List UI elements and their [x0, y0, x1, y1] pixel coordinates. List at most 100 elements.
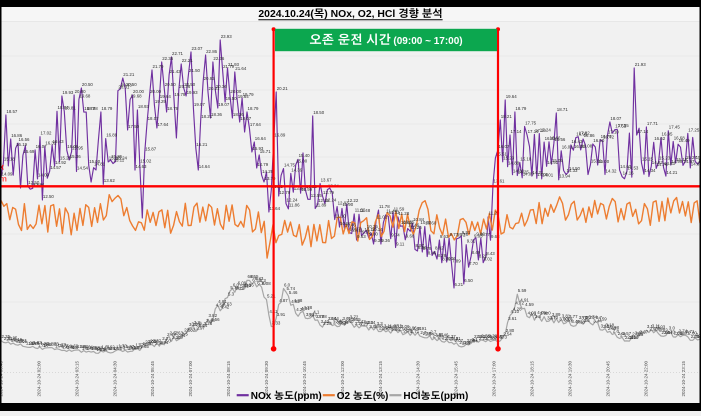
svg-text:12.24: 12.24 — [287, 197, 299, 202]
svg-text:3.56: 3.56 — [211, 317, 220, 322]
svg-text:20.50: 20.50 — [82, 82, 94, 87]
svg-text:2024-10-24 08:15: 2024-10-24 08:15 — [226, 360, 231, 396]
svg-text:20.50: 20.50 — [184, 82, 196, 87]
svg-text:14.50: 14.50 — [569, 166, 581, 171]
svg-text:18.79: 18.79 — [515, 106, 527, 111]
svg-text:18.81: 18.81 — [65, 105, 77, 110]
svg-text:20.36: 20.36 — [216, 84, 228, 89]
svg-text:5.96: 5.96 — [245, 283, 254, 288]
svg-text:18.79: 18.79 — [248, 106, 260, 111]
svg-text:21.79: 21.79 — [153, 64, 165, 69]
svg-text:17.55: 17.55 — [618, 123, 630, 128]
svg-text:21.64: 21.64 — [235, 66, 247, 71]
svg-text:16.56: 16.56 — [554, 137, 566, 142]
svg-text:17.64: 17.64 — [250, 122, 262, 127]
svg-text:4.38: 4.38 — [304, 305, 313, 310]
svg-text:17.24: 17.24 — [540, 127, 552, 132]
svg-text:23.93: 23.93 — [221, 34, 233, 39]
svg-text:19.07: 19.07 — [218, 102, 230, 107]
svg-text:9.36: 9.36 — [381, 238, 390, 243]
svg-text:18.50: 18.50 — [313, 110, 325, 115]
svg-text:12.79: 12.79 — [279, 190, 291, 195]
svg-text:15.36: 15.36 — [70, 154, 82, 159]
svg-text:8.02: 8.02 — [484, 257, 493, 262]
svg-text:20.50: 20.50 — [126, 82, 138, 87]
svg-text:15.02: 15.02 — [140, 159, 152, 164]
svg-text:19.68: 19.68 — [131, 93, 143, 98]
svg-text:4.88: 4.88 — [294, 298, 303, 303]
svg-text:4.59: 4.59 — [525, 302, 534, 307]
svg-text:18.21: 18.21 — [501, 114, 513, 119]
svg-text:17.45: 17.45 — [669, 125, 681, 130]
svg-text:16.21: 16.21 — [196, 142, 208, 147]
svg-text:10.14: 10.14 — [372, 227, 384, 232]
svg-text:14.53: 14.53 — [627, 165, 639, 170]
svg-text:19.68: 19.68 — [79, 93, 91, 98]
svg-text:15.40: 15.40 — [299, 153, 311, 158]
svg-text:23.07: 23.07 — [192, 46, 204, 51]
svg-text:2024-10-24 18:15: 2024-10-24 18:15 — [530, 360, 535, 396]
svg-text:8.82: 8.82 — [435, 245, 444, 250]
svg-text:18.36: 18.36 — [211, 112, 223, 117]
svg-text:20.00: 20.00 — [133, 89, 145, 94]
svg-text:22.21: 22.21 — [182, 58, 194, 63]
svg-text:17.75: 17.75 — [525, 120, 537, 125]
svg-text:15.05: 15.05 — [552, 158, 564, 163]
svg-text:2024-10-24 05:45: 2024-10-24 05:45 — [150, 360, 155, 396]
svg-text:16.62: 16.62 — [654, 136, 666, 141]
svg-text:(ppm): (ppm) — [441, 391, 469, 402]
svg-text:17.25: 17.25 — [688, 127, 700, 132]
svg-text:11.86: 11.86 — [289, 203, 300, 208]
svg-text:14.00: 14.00 — [38, 173, 50, 178]
svg-text:7.70: 7.70 — [469, 261, 478, 266]
svg-text:14.54: 14.54 — [77, 165, 89, 170]
svg-text:2024-10-24 03:15: 2024-10-24 03:15 — [74, 360, 79, 396]
svg-text:(ppm): (ppm) — [294, 391, 322, 402]
svg-text:4.87: 4.87 — [279, 298, 288, 303]
svg-text:19.50: 19.50 — [226, 96, 238, 101]
svg-text:21.21: 21.21 — [123, 72, 135, 77]
svg-text:11.10: 11.10 — [335, 213, 346, 218]
svg-text:19.79: 19.79 — [243, 92, 255, 97]
svg-text:3.61: 3.61 — [508, 316, 517, 321]
svg-text:14.34: 14.34 — [645, 168, 657, 173]
svg-text:16.64: 16.64 — [255, 136, 267, 141]
svg-text:17.71: 17.71 — [647, 121, 659, 126]
svg-text:14.29: 14.29 — [262, 169, 274, 174]
svg-text:14.21: 14.21 — [666, 170, 678, 175]
svg-text:15.69: 15.69 — [23, 149, 35, 154]
svg-text:17.14: 17.14 — [637, 129, 649, 134]
svg-text:14.57: 14.57 — [50, 165, 62, 170]
svg-text:(09:00 ~ 17:00): (09:00 ~ 17:00) — [393, 36, 462, 47]
svg-text:3.0: 3.0 — [669, 325, 676, 330]
svg-text:14.16: 14.16 — [623, 171, 635, 176]
svg-text:19.29: 19.29 — [155, 99, 167, 104]
svg-text:11.28: 11.28 — [399, 211, 410, 216]
svg-text:16.89: 16.89 — [106, 132, 118, 137]
svg-text:18.78: 18.78 — [87, 106, 99, 111]
svg-text:17.64: 17.64 — [157, 122, 169, 127]
svg-text:17.50: 17.50 — [128, 124, 140, 129]
svg-text:21.50: 21.50 — [189, 68, 201, 73]
svg-text:6.21: 6.21 — [455, 282, 464, 287]
svg-text:22.86: 22.86 — [206, 49, 218, 54]
svg-text:2024-10-24 04:30: 2024-10-24 04:30 — [112, 360, 117, 396]
svg-text:15.00: 15.00 — [296, 159, 308, 164]
svg-text:2024-10-24 22:00: 2024-10-24 22:00 — [643, 360, 648, 396]
svg-text:15.18: 15.18 — [4, 156, 16, 161]
svg-text:18.07: 18.07 — [240, 116, 252, 121]
svg-text:15.71: 15.71 — [260, 149, 272, 154]
svg-text:9.66: 9.66 — [406, 234, 415, 239]
svg-text:19.07: 19.07 — [194, 102, 206, 107]
svg-text:2.80: 2.80 — [506, 328, 515, 333]
svg-text:5.46: 5.46 — [289, 290, 298, 295]
svg-text:14.32: 14.32 — [606, 168, 618, 173]
svg-text:19.64: 19.64 — [506, 94, 518, 99]
svg-text:15.23: 15.23 — [659, 156, 671, 161]
svg-text:(%): (%) — [373, 391, 389, 402]
svg-text:16.89: 16.89 — [274, 132, 286, 137]
svg-text:13.94: 13.94 — [559, 174, 571, 179]
svg-text:2024-10-24 02:00: 2024-10-24 02:00 — [36, 360, 41, 396]
svg-text:16.07: 16.07 — [498, 144, 510, 149]
svg-text:9.91: 9.91 — [462, 230, 471, 235]
